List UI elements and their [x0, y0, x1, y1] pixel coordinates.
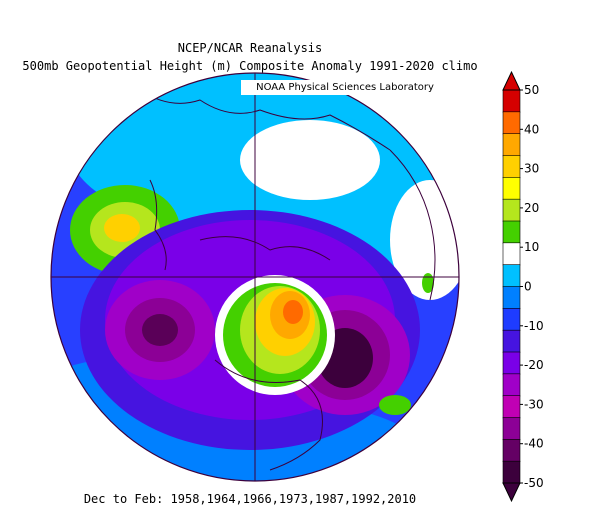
colorbar-segment: [502, 329, 521, 353]
atlantic-low-core: [142, 314, 178, 346]
credit-label: NOAA Physical Sciences Laboratory: [241, 80, 449, 95]
coastline-america: [214, 359, 323, 471]
colorbar-label: 50: [524, 83, 539, 97]
colorbar-segment: [502, 308, 521, 331]
colorbar-label: 10: [524, 240, 539, 254]
colorbar-segment: [502, 395, 521, 419]
colorbar-segment: [502, 460, 521, 484]
colorbar-label: -40: [524, 437, 544, 451]
colorbar-label: 0: [524, 280, 532, 294]
colorbar-segment: [502, 264, 521, 288]
green-patch-se: [379, 395, 411, 415]
colorbar-label: -20: [524, 358, 544, 372]
colorbar-segment: [502, 155, 521, 179]
colorbar-label: -50: [524, 476, 544, 490]
colorbar-segment: [502, 439, 521, 462]
green-patch-e: [422, 273, 434, 293]
colorbar-label: 40: [524, 122, 539, 136]
colorbar-segment: [502, 177, 521, 200]
coastline-north: [139, 89, 391, 151]
colorbar-top-arrow: [502, 70, 521, 91]
colorbar-segment: [502, 286, 521, 310]
greenland-high-core: [283, 300, 303, 324]
colorbar-label: -30: [524, 397, 544, 411]
footer-text: Dec to Feb: 1958,1964,1966,1973,1987,199…: [83, 492, 417, 506]
anomaly-zero-north: [240, 120, 380, 200]
colorbar-segment: [502, 111, 521, 135]
coastline-east: [389, 149, 436, 301]
colorbar-label: 30: [524, 162, 539, 176]
colorbar-label: 20: [524, 201, 539, 215]
colorbar-segment: [502, 417, 521, 441]
colorbar-segment: [502, 220, 521, 244]
chart-title-line1: NCEP/NCAR Reanalysis: [177, 41, 323, 55]
pacific-high-core: [104, 214, 140, 242]
colorbar-segment: [502, 373, 521, 397]
coastline-arctic: [199, 236, 331, 261]
colorbar-bottom-arrow: [502, 482, 521, 503]
colorbar-segment: [502, 198, 521, 222]
chart-title-line2: 500mb Geopotential Height (m) Composite …: [22, 59, 478, 73]
colorbar-segment: [502, 133, 521, 157]
colorbar-segment: [502, 351, 521, 375]
colorbar-label: -10: [524, 319, 544, 333]
coastline-asia: [149, 179, 167, 271]
colorbar-segment: [502, 242, 521, 266]
map-boundary: [50, 72, 460, 482]
colorbar-segment: [502, 89, 521, 113]
